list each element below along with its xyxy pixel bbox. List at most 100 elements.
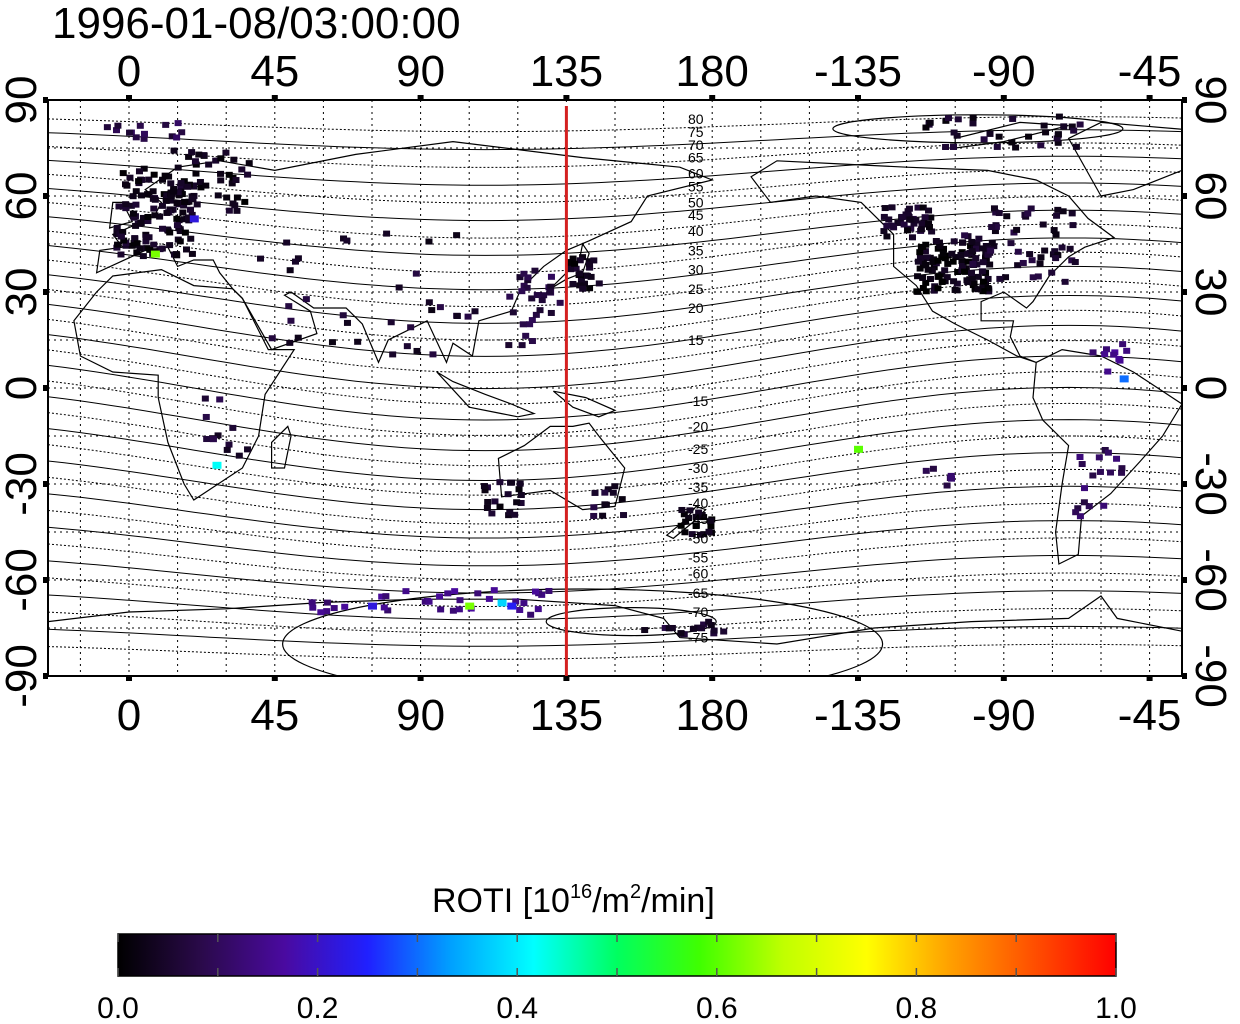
bottom-tick-mark <box>563 676 570 681</box>
roti-pixel <box>162 197 170 204</box>
roti-pixel <box>919 243 927 250</box>
roti-pixel <box>914 258 922 265</box>
roti-pixel <box>932 238 940 245</box>
left-lat-label: -90 <box>0 644 46 708</box>
contour-line <box>48 537 1182 581</box>
left-lat-label: -60 <box>0 548 46 612</box>
roti-pixel <box>972 255 980 262</box>
left-lat-label: 90 <box>0 76 46 125</box>
roti-pixel <box>245 160 253 167</box>
roti-pixel <box>661 624 669 631</box>
roti-pixel <box>113 244 121 251</box>
roti-pixel <box>524 274 532 281</box>
roti-pixel <box>528 338 536 345</box>
roti-pixel <box>225 441 233 448</box>
roti-pixel <box>1012 144 1020 151</box>
roti-pixel <box>286 339 294 346</box>
top-longitude-labels: 0 45 90 135 180 -135 -90 -45 <box>117 47 1182 96</box>
roti-pixel <box>188 250 196 257</box>
colorbar-title: ROTI [1016/m2/min] <box>432 881 715 920</box>
roti-pixel <box>567 266 575 273</box>
roti-pixel <box>585 258 593 265</box>
roti-pixel <box>203 436 211 443</box>
roti-pixel <box>209 436 217 443</box>
roti-pixel <box>517 492 525 499</box>
roti-pixel <box>131 236 139 243</box>
roti-pixel <box>520 270 528 277</box>
roti-pixel <box>993 143 1001 150</box>
roti-pixel <box>178 129 186 136</box>
right-tick-mark <box>1182 577 1187 583</box>
south-pole-oval <box>545 606 717 637</box>
roti-pixel <box>1002 274 1010 281</box>
contour-line <box>48 116 1182 133</box>
bottom-lon-label: 0 <box>117 691 141 740</box>
frame-tick-bars <box>43 95 1187 681</box>
roti-pixel <box>720 628 728 635</box>
roti-pixel <box>984 251 992 258</box>
roti-pixel <box>490 587 498 594</box>
roti-pixel <box>565 259 573 266</box>
bottom-tick-mark <box>126 676 132 681</box>
roti-pixel <box>1037 142 1045 149</box>
roti-pixel <box>187 235 195 242</box>
contour-line <box>48 643 1182 660</box>
roti-pixel <box>944 252 952 259</box>
roti-pixel <box>604 486 612 493</box>
roti-pixel <box>1080 485 1088 492</box>
roti-pixel <box>883 222 891 229</box>
right-lat-label: -90 <box>1186 644 1235 708</box>
right-latitude-labels: 90 60 30 0 -30 -60 -90 <box>1186 76 1235 708</box>
roti-pixel <box>556 299 564 306</box>
roti-pixel <box>902 211 910 218</box>
contour-line <box>48 452 1182 511</box>
roti-pixel <box>590 257 598 264</box>
roti-pixel <box>1054 206 1062 213</box>
roti-pixel <box>302 296 310 303</box>
right-tick-mark <box>1182 97 1187 103</box>
roti-pixel-highlight <box>150 250 160 258</box>
roti-pixel <box>145 176 153 183</box>
roti-pixel <box>980 136 988 143</box>
roti-pixel <box>122 201 130 208</box>
roti-pixel <box>515 486 523 493</box>
coastline <box>73 268 296 501</box>
roti-pixel <box>425 598 433 605</box>
left-latitude-labels: 90 60 30 0 -30 -60 -90 <box>0 76 46 708</box>
roti-pixel <box>583 272 591 279</box>
roti-pixel <box>936 243 944 250</box>
top-lon-label: 0 <box>117 47 141 96</box>
roti-pixel <box>973 239 981 246</box>
roti-pixel <box>928 267 936 274</box>
roti-pixel <box>139 214 147 221</box>
roti-pixel <box>943 482 951 489</box>
roti-pixel-highlight <box>212 461 222 469</box>
roti-pixel <box>988 239 996 246</box>
contour-label: 80 <box>688 111 704 127</box>
roti-pixel <box>930 264 938 271</box>
roti-pixel <box>546 288 554 295</box>
roti-pixel <box>528 295 536 302</box>
roti-pixel <box>710 627 718 634</box>
roti-pixel <box>509 309 517 316</box>
roti-pixel <box>900 221 908 228</box>
roti-pixel <box>516 480 524 487</box>
roti-pixel <box>1115 355 1123 362</box>
roti-pixel <box>925 220 933 227</box>
roti-pixel <box>212 157 220 164</box>
contour-label: -55 <box>688 550 708 566</box>
roti-pixel <box>170 188 178 195</box>
bottom-lon-label: 90 <box>396 691 445 740</box>
roti-pixel <box>941 267 949 274</box>
roti-pixel <box>547 273 555 280</box>
roti-pixel <box>1118 469 1126 476</box>
coastline <box>436 371 537 418</box>
roti-pixel <box>581 280 589 287</box>
roti-pixel <box>173 252 181 259</box>
roti-pixel <box>428 307 436 314</box>
roti-pixel <box>609 489 617 496</box>
roti-pixel <box>120 237 128 244</box>
roti-pixel <box>140 130 148 137</box>
roti-pixel <box>968 270 976 277</box>
roti-pixel <box>132 134 140 141</box>
